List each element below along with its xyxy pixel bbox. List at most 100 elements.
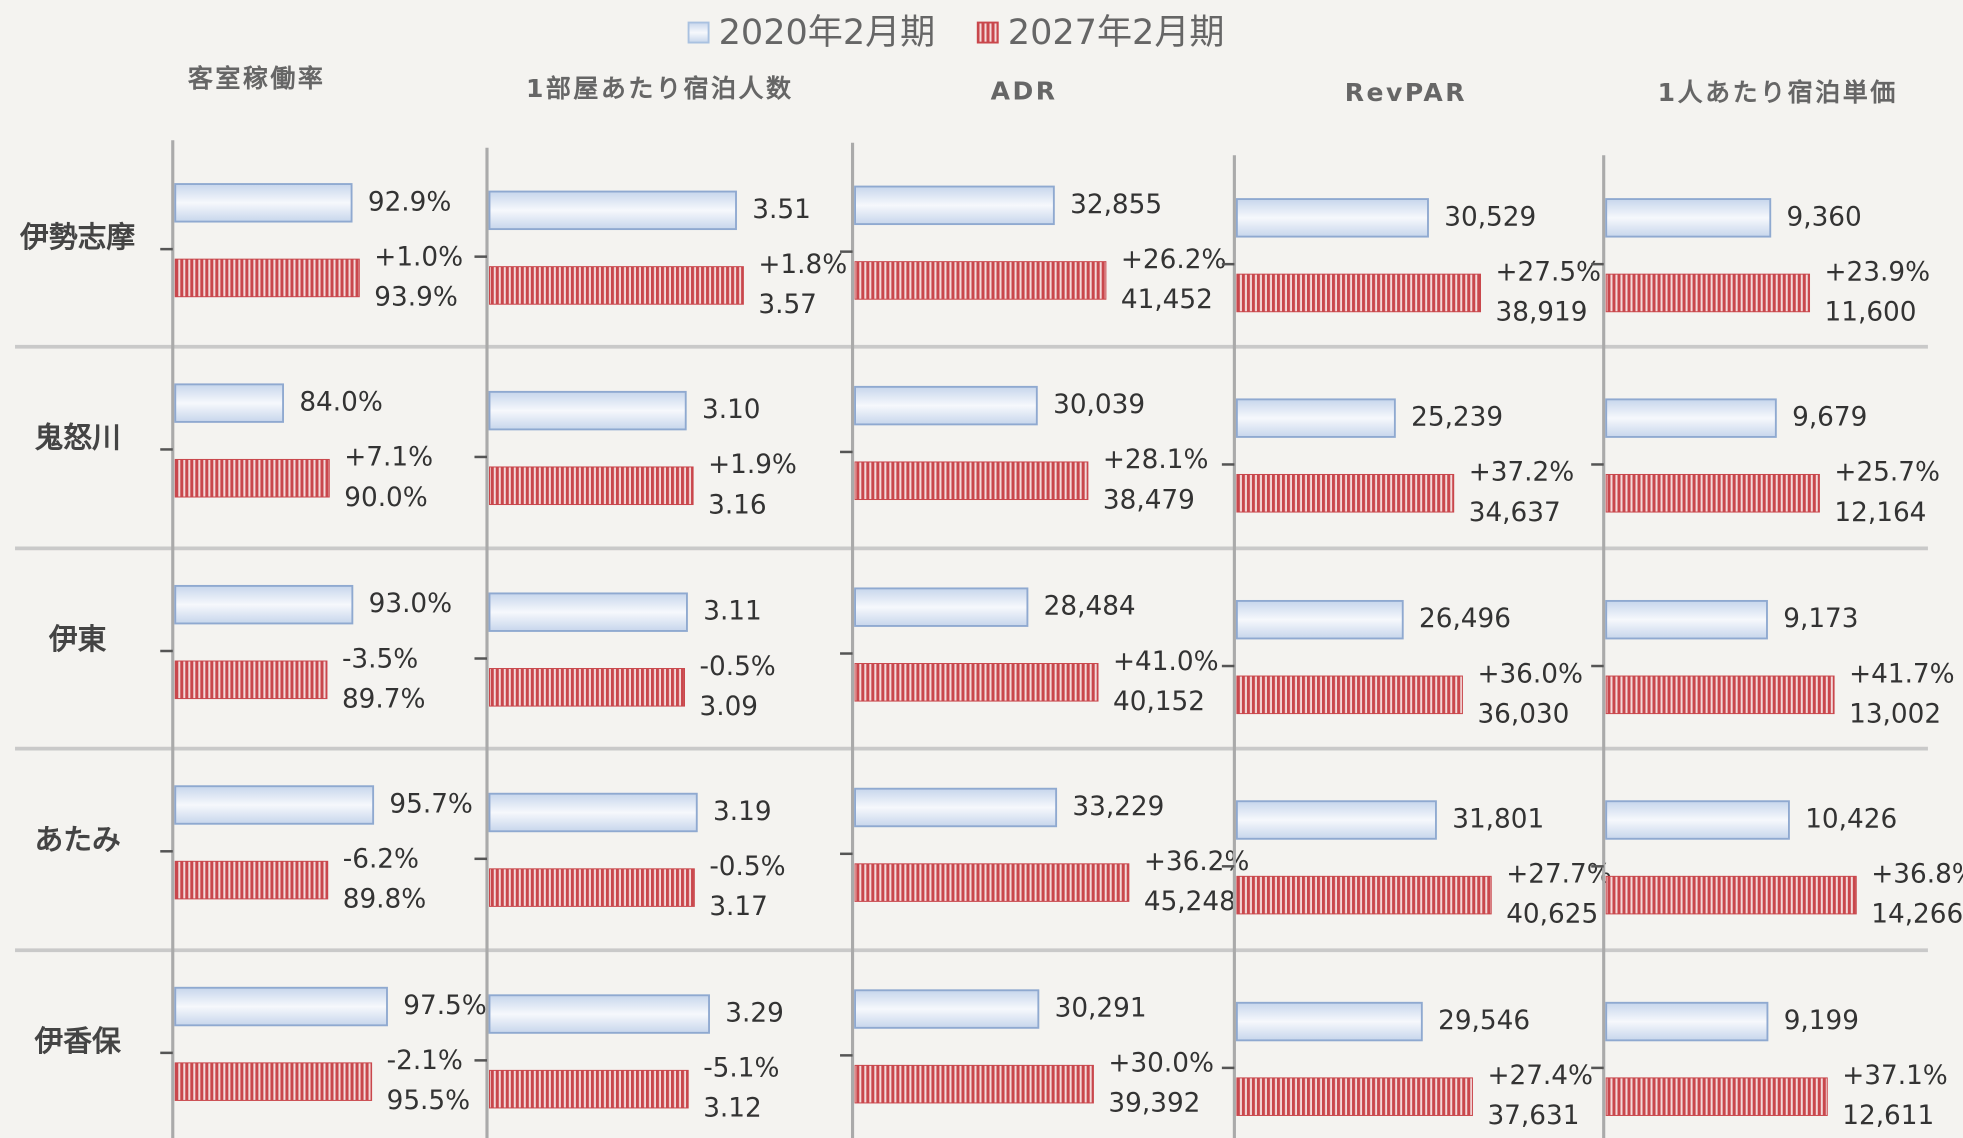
change-label: +26.2% — [1121, 245, 1227, 275]
change-label: -5.1% — [703, 1054, 779, 1084]
bar — [488, 668, 686, 707]
value-label: 14,266 — [1871, 900, 1963, 930]
change-label: +30.0% — [1108, 1049, 1214, 1079]
value-label: 95.5% — [387, 1086, 471, 1116]
change-label: +37.2% — [1469, 458, 1575, 488]
value-label: 3.29 — [725, 999, 784, 1029]
value-label: 3.16 — [708, 490, 767, 520]
change-label: +36.8% — [1871, 860, 1963, 890]
bar — [1235, 1001, 1423, 1042]
value-label: 38,919 — [1496, 297, 1588, 327]
bar — [488, 994, 710, 1034]
bar — [1236, 473, 1455, 513]
bar — [174, 785, 375, 825]
bar — [1605, 875, 1857, 915]
value-label: 90.0% — [344, 483, 428, 513]
value-label: 9,173 — [1783, 604, 1858, 634]
panel-title: 客室稼働率 — [188, 64, 326, 93]
change-label: -0.5% — [709, 852, 785, 882]
value-label: 89.7% — [342, 684, 426, 714]
legend-swatch — [687, 21, 710, 44]
value-label: 97.5% — [403, 991, 487, 1021]
change-label: +1.0% — [374, 242, 463, 272]
value-label: 9,199 — [1784, 1006, 1859, 1036]
value-label: 84.0% — [299, 388, 383, 418]
change-label: +27.4% — [1487, 1061, 1593, 1091]
bar — [1236, 675, 1463, 715]
value-label: 33,229 — [1072, 792, 1164, 822]
bar — [1235, 800, 1437, 840]
value-label: 32,855 — [1070, 190, 1162, 220]
value-label: 12,164 — [1834, 498, 1926, 528]
bar — [854, 787, 1058, 828]
bar — [854, 1064, 1094, 1104]
region-label: 伊勢志摩 — [19, 220, 135, 254]
value-label: 36,030 — [1477, 699, 1569, 729]
bar — [1605, 599, 1768, 640]
value-label: 30,291 — [1055, 994, 1147, 1024]
change-label: -2.1% — [387, 1046, 463, 1076]
value-label: 10,426 — [1805, 805, 1897, 835]
bar — [1605, 675, 1835, 715]
value-label: 3.51 — [752, 195, 811, 225]
bar — [174, 660, 328, 700]
value-label: 41,452 — [1121, 285, 1213, 315]
value-label: 3.19 — [713, 797, 772, 827]
value-label: 12,611 — [1842, 1101, 1934, 1131]
bar — [1235, 198, 1429, 238]
panel-title: 1人あたり宿泊単価 — [1658, 78, 1898, 107]
region-label: あたみ — [34, 822, 120, 856]
legend-swatch — [976, 21, 999, 44]
bar — [1605, 273, 1811, 313]
bar — [1605, 800, 1790, 840]
bar — [1605, 398, 1777, 438]
value-label: 93.0% — [369, 589, 453, 619]
value-label: 38,479 — [1103, 485, 1195, 515]
value-label: 37,631 — [1487, 1101, 1579, 1131]
bar — [854, 863, 1130, 902]
value-label: 26,496 — [1419, 604, 1511, 634]
bar — [174, 258, 360, 298]
bar — [488, 190, 737, 231]
bar — [1235, 398, 1396, 438]
value-label: 3.11 — [703, 597, 762, 627]
change-label: +27.5% — [1496, 257, 1602, 287]
panel-title: ADR — [991, 77, 1058, 106]
value-label: 9,360 — [1787, 202, 1862, 232]
bar — [854, 663, 1099, 702]
change-label: +23.9% — [1825, 257, 1931, 287]
value-label: 3.57 — [758, 290, 817, 320]
panel-title: RevPAR — [1345, 78, 1467, 107]
bar — [488, 466, 694, 506]
value-label: 39,392 — [1108, 1089, 1200, 1119]
bar — [488, 868, 695, 907]
value-label: 30,039 — [1053, 390, 1145, 420]
change-label: +37.1% — [1842, 1061, 1948, 1091]
bar — [488, 1069, 689, 1109]
bar — [854, 989, 1040, 1029]
value-label: 40,152 — [1113, 687, 1205, 717]
change-label: -0.5% — [700, 652, 776, 682]
change-label: +41.0% — [1113, 647, 1219, 677]
legend-label: 2020年2月期 — [719, 12, 936, 53]
change-label: +28.1% — [1103, 445, 1209, 475]
change-label: +36.0% — [1477, 659, 1583, 689]
bar — [488, 390, 687, 431]
bar — [1236, 1077, 1473, 1116]
value-label: 25,239 — [1411, 403, 1503, 433]
change-label: -6.2% — [343, 845, 419, 875]
bar — [1605, 1001, 1769, 1042]
bar — [1236, 875, 1492, 915]
bar — [174, 183, 353, 223]
region-label: 鬼怒川 — [34, 420, 120, 454]
bar — [174, 584, 354, 625]
change-label: +41.7% — [1849, 659, 1955, 689]
change-label: +36.2% — [1144, 847, 1250, 877]
bar — [174, 1062, 373, 1101]
value-label: 34,637 — [1469, 498, 1561, 528]
bar — [854, 461, 1089, 501]
value-label: 11,600 — [1825, 297, 1917, 327]
change-label: +1.8% — [758, 250, 847, 280]
value-label: 28,484 — [1044, 592, 1136, 622]
